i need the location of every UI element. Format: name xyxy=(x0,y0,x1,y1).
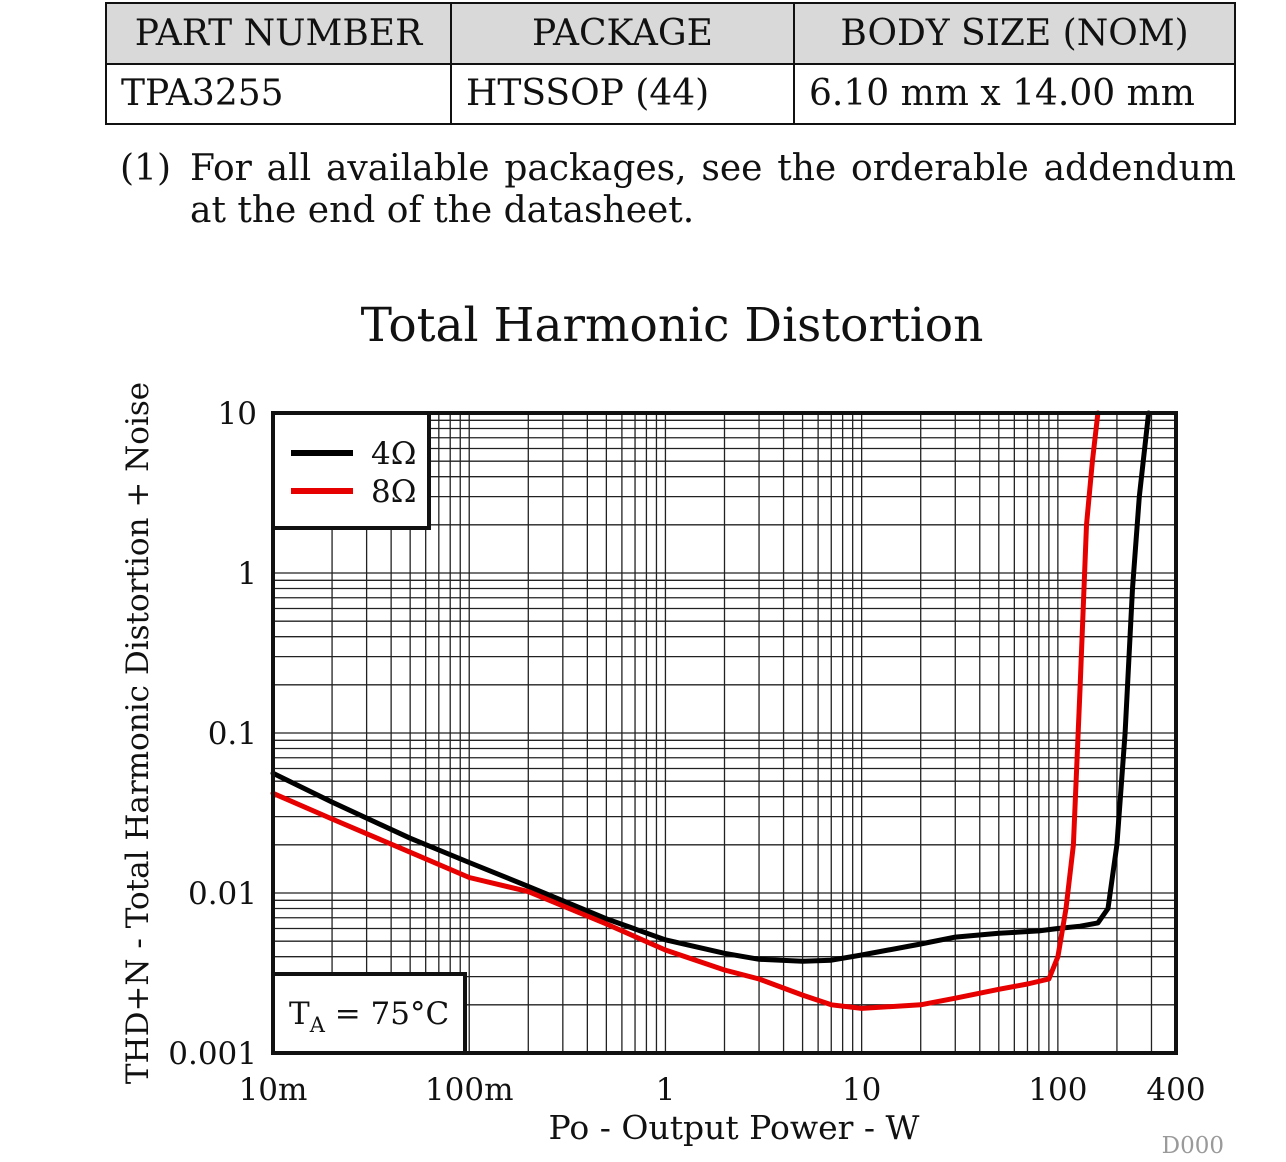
legend-label-1: 8Ω xyxy=(371,474,416,510)
x-tick-label: 10 xyxy=(842,1072,881,1108)
header-part-number: PART NUMBER xyxy=(105,2,452,65)
figure-id: D000 xyxy=(1162,1133,1224,1159)
series-line-1 xyxy=(270,410,1101,1011)
footnote-text: For all available packages, see the orde… xyxy=(190,148,1236,231)
y-tick-label: 10 xyxy=(218,396,257,432)
header-package: PACKAGE xyxy=(450,2,795,65)
y-axis-label: THD+N - Total Harmonic Distortion + Nois… xyxy=(120,382,156,1084)
x-tick-label: 100m xyxy=(425,1072,514,1108)
series-line-0 xyxy=(270,410,1152,964)
y-tick-label: 0.01 xyxy=(188,876,257,912)
legend-box xyxy=(271,411,431,530)
cell-body-size: 6.10 mm x 14.00 mm xyxy=(793,62,1236,125)
x-tick-label: 400 xyxy=(1146,1072,1205,1108)
x-tick-label: 1 xyxy=(656,1072,676,1108)
table-header-row: PART NUMBER PACKAGE BODY SIZE (NOM) xyxy=(105,2,1236,65)
table-row: TPA3255 HTSSOP (44) 6.10 mm x 14.00 mm xyxy=(105,62,1236,125)
footnote-number: (1) xyxy=(120,148,171,189)
y-tick-label: 0.1 xyxy=(208,716,257,752)
x-tick-label: 10m xyxy=(239,1072,308,1108)
y-tick-label: 1 xyxy=(237,556,257,592)
annotation-box xyxy=(271,972,467,1055)
plot-frame xyxy=(271,411,1178,1055)
chart-title: Total Harmonic Distortion xyxy=(361,298,984,353)
x-axis-label: Po - Output Power - W xyxy=(549,1108,920,1147)
x-tick-label: 100 xyxy=(1028,1072,1087,1108)
cell-part-number: TPA3255 xyxy=(105,62,452,125)
cell-package: HTSSOP (44) xyxy=(450,62,795,125)
y-tick-label: 0.001 xyxy=(168,1036,257,1072)
device-info-table: PART NUMBER PACKAGE BODY SIZE (NOM) TPA3… xyxy=(105,2,1236,125)
chart-grid xyxy=(273,413,1176,1053)
header-body-size: BODY SIZE (NOM) xyxy=(793,2,1236,65)
legend-label-0: 4Ω xyxy=(371,436,416,472)
annotation-text: TA = 75°C xyxy=(289,996,449,1037)
